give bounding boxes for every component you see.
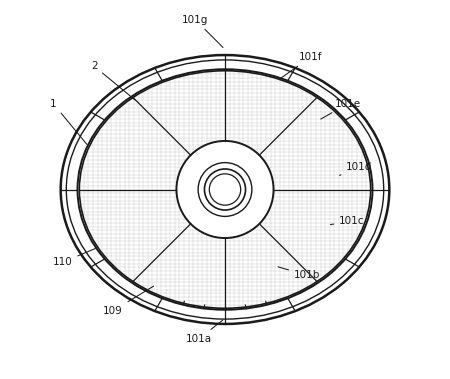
Text: 101c: 101c <box>330 216 365 226</box>
Text: 110: 110 <box>53 249 95 267</box>
Text: 101g: 101g <box>182 14 223 47</box>
Text: 101f: 101f <box>281 52 323 78</box>
Text: 2: 2 <box>91 61 135 100</box>
Text: 109: 109 <box>103 286 153 316</box>
Text: 101d: 101d <box>340 162 373 175</box>
Text: 101a: 101a <box>186 320 223 344</box>
Text: 1: 1 <box>50 99 87 144</box>
Text: 101e: 101e <box>321 99 361 119</box>
Text: 101b: 101b <box>278 267 320 280</box>
